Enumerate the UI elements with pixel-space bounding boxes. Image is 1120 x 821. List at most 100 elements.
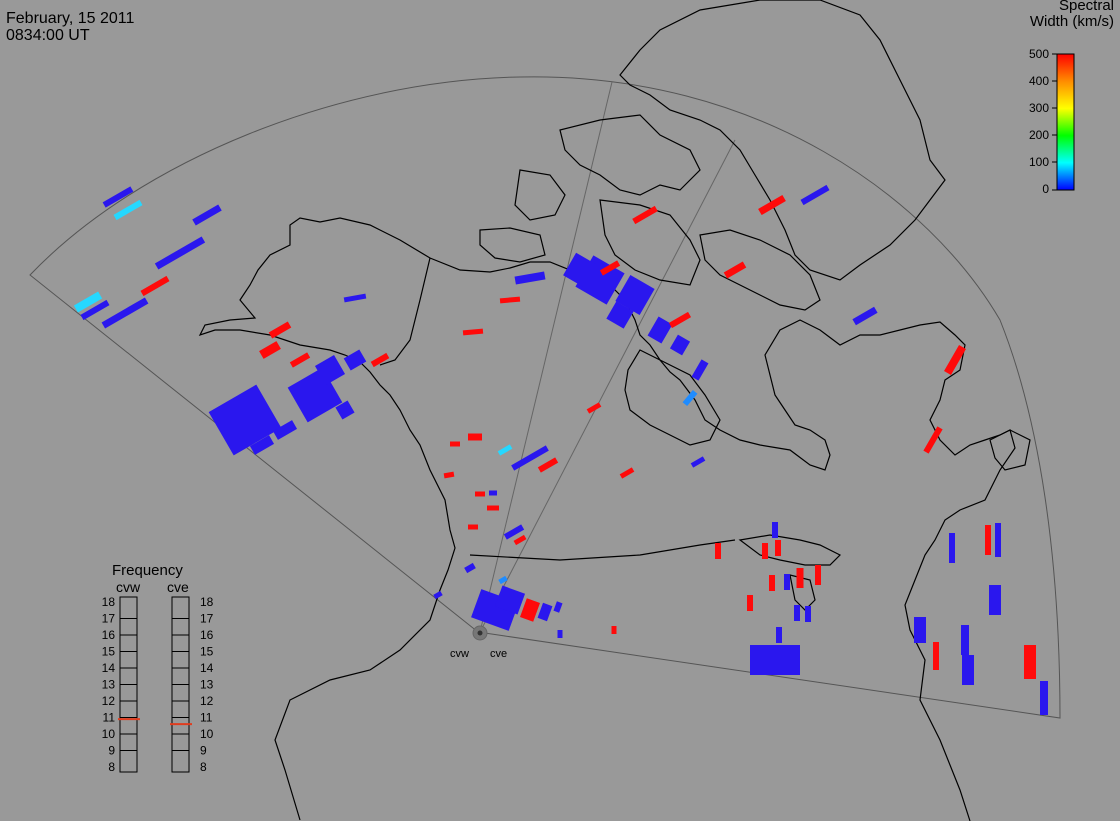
frequency-tick-label: 8 xyxy=(108,760,115,774)
colorbar-title-line1: Spectral xyxy=(1058,0,1114,14)
scatter-cell xyxy=(462,328,484,336)
scatter-cell xyxy=(80,299,110,321)
arctic-island xyxy=(479,227,546,263)
frequency-tick-label: 17 xyxy=(200,612,214,626)
baffin-island xyxy=(699,229,821,311)
frequency-tick-label: 10 xyxy=(200,727,214,741)
scatter-cell xyxy=(668,311,692,329)
frequency-tick-label: 16 xyxy=(200,628,214,642)
colorbar-tick-label: 300 xyxy=(1029,101,1049,115)
scatter-cell xyxy=(102,186,134,208)
frequency-tick-label: 14 xyxy=(200,661,214,675)
scatter-cell xyxy=(962,655,974,685)
frequency-tick-label: 13 xyxy=(200,678,214,692)
scatter-cell xyxy=(289,352,311,368)
frequency-tick-label: 11 xyxy=(200,711,213,725)
scatter-cell xyxy=(690,456,706,468)
scatter-cell xyxy=(272,420,298,440)
hudson-bay xyxy=(624,349,721,446)
scatter-cell xyxy=(335,400,355,420)
scatter-cell xyxy=(682,389,698,407)
newfoundland xyxy=(989,429,1031,471)
radar-label-cvw: cvw xyxy=(450,648,469,660)
scatter-cell xyxy=(772,522,778,538)
frequency-tick-label: 14 xyxy=(102,661,116,675)
frequency-radar-right: cve xyxy=(167,579,189,595)
scatter-cell xyxy=(101,297,149,329)
scatter-cell xyxy=(805,606,811,622)
scatter-cell xyxy=(514,271,546,285)
scatter-cell xyxy=(249,435,275,455)
scatter-cell xyxy=(497,444,513,456)
scatter-cell xyxy=(433,590,443,600)
scatter-cell xyxy=(599,260,621,276)
scatter-cell xyxy=(758,194,786,216)
north-america-coastline xyxy=(198,217,1016,821)
arctic-island xyxy=(559,114,701,196)
scatter-cell xyxy=(511,445,549,471)
scatter-cell xyxy=(154,236,206,270)
scatter-cell xyxy=(520,598,540,622)
scatter-cell xyxy=(468,433,482,441)
scatter-cell xyxy=(723,261,747,279)
scatter-cell xyxy=(784,574,790,590)
fov-divider-line xyxy=(479,81,613,633)
scatter-cell xyxy=(794,605,800,621)
scatter-cell xyxy=(489,490,497,496)
scatter-cell xyxy=(192,204,222,226)
scatter-cell xyxy=(852,306,878,326)
scatter-cell xyxy=(140,275,170,297)
scatter-cell xyxy=(370,352,390,368)
arctic-island xyxy=(514,169,566,221)
frequency-tick-label: 12 xyxy=(200,694,214,708)
scatter-cell xyxy=(537,602,553,622)
frequency-tick-label: 18 xyxy=(200,595,214,609)
scatter-cell xyxy=(995,523,1001,557)
frequency-tick-label: 16 xyxy=(102,628,116,642)
frequency-radar-left: cvw xyxy=(116,579,141,595)
colorbar-ticks xyxy=(1052,53,1057,191)
frequency-tick-label: 12 xyxy=(102,694,116,708)
frequency-tick-label: 8 xyxy=(200,760,207,774)
scatter-cell xyxy=(443,471,455,479)
frequency-tick-label: 17 xyxy=(102,612,116,626)
us-canada-border xyxy=(469,539,736,561)
colorbar xyxy=(1056,53,1075,191)
scatter-cell xyxy=(619,467,635,479)
scatter-cell xyxy=(259,341,281,359)
frequency-panel: Frequency cvw cve 18 18 17 17 16 16 15 15 14 14 13… xyxy=(102,562,214,774)
scatter-cell xyxy=(776,627,782,643)
frequency-tick-label: 13 xyxy=(102,678,116,692)
scatter-cell xyxy=(769,575,775,591)
scatter-cell xyxy=(73,291,103,313)
frequency-tick-label: 11 xyxy=(103,711,116,725)
scatter-cell xyxy=(343,293,367,303)
scatter-cell xyxy=(961,625,969,655)
frequency-tick-label: 9 xyxy=(200,744,207,758)
colorbar-title-line2: Width (km/s) xyxy=(1029,13,1114,30)
frequency-tick-label: 15 xyxy=(200,645,214,659)
scatter-cell xyxy=(989,585,1001,615)
scatter-cell xyxy=(1024,645,1036,679)
scatter-cell xyxy=(537,457,559,473)
scatter-cell xyxy=(615,275,655,315)
scatter-cell xyxy=(494,585,526,615)
scatter-cell xyxy=(464,562,476,574)
radar-scatter xyxy=(73,184,1048,715)
fov-outline xyxy=(29,76,1061,719)
scatter-cell xyxy=(268,321,292,339)
frequency-tick-label: 10 xyxy=(102,727,116,741)
scatter-cell xyxy=(563,252,597,288)
scatter-cell xyxy=(503,524,525,540)
scatter-cell xyxy=(487,505,499,511)
scatter-cell xyxy=(314,354,346,386)
scatter-cell xyxy=(557,630,563,638)
scatter-cell xyxy=(498,575,508,585)
scatter-cell xyxy=(762,543,768,559)
scatter-cell xyxy=(800,184,830,206)
alaska-border xyxy=(379,257,431,366)
fov-divider-line xyxy=(479,139,736,633)
scatter-cell xyxy=(113,199,143,221)
scatter-cell xyxy=(468,524,478,530)
